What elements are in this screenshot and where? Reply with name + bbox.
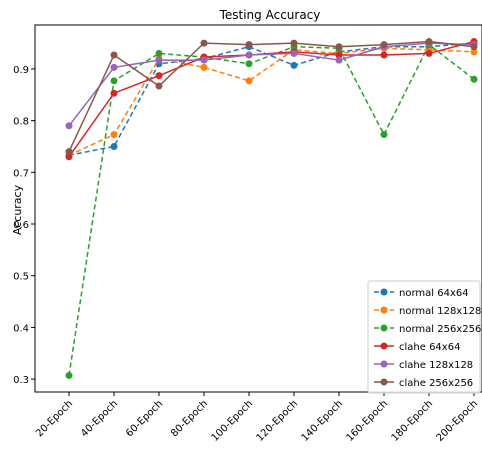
series-normal-64x64 — [65, 39, 478, 159]
data-point-normal-128x128 — [245, 77, 253, 85]
legend-box — [367, 280, 481, 394]
x-axis: 20-Epoch 40-Epoch 60-Epoch 80-Epoch 100-Epoc… — [34, 392, 480, 444]
x-tick-label: 20-Epoch — [34, 398, 75, 439]
y-tick-label: 0.5 — [13, 272, 29, 283]
data-point-clahe-128x128 — [335, 56, 343, 64]
y-tick-label: 0.9 — [13, 65, 29, 76]
series-line-clahe-64x64 — [68, 40, 475, 158]
data-point-normal-256x256 — [245, 60, 253, 68]
x-tick-label: 100-Epoch — [210, 398, 255, 443]
data-point-normal-128x128 — [470, 48, 478, 56]
data-point-clahe-256x256 — [200, 39, 208, 47]
x-tick-label: 140-Epoch — [300, 398, 345, 443]
legend-label: normal 256x256 — [399, 324, 481, 335]
data-point-normal-128x128 — [110, 131, 118, 139]
legend-label: clahe 128x128 — [399, 360, 473, 371]
data-point-normal-256x256 — [110, 77, 118, 85]
data-point-clahe-128x128 — [200, 56, 208, 64]
data-point-normal-256x256 — [380, 131, 388, 139]
y-tick-label: 0.3 — [13, 375, 29, 386]
data-point-clahe-128x128 — [245, 51, 253, 59]
y-tick-label: 0.6 — [13, 220, 29, 231]
legend: normal 64x64 normal 128x128 normal 256x256… — [367, 280, 481, 394]
data-point-clahe-256x256 — [425, 38, 433, 46]
series-line-clahe-256x256 — [68, 40, 475, 152]
series-line-normal-128x128 — [68, 47, 475, 156]
data-point-clahe-64x64 — [155, 72, 163, 80]
x-tick-label: 120-Epoch — [255, 398, 300, 443]
data-point-clahe-64x64 — [335, 51, 343, 59]
data-point-clahe-256x256 — [470, 43, 478, 51]
legend-marker-swatch — [380, 342, 388, 350]
legend-marker-swatch — [380, 360, 388, 368]
data-point-clahe-128x128 — [110, 63, 118, 71]
data-point-clahe-256x256 — [65, 148, 73, 156]
legend-marker-swatch — [380, 306, 388, 314]
data-point-clahe-64x64 — [110, 89, 118, 97]
y-tick-label: 0.7 — [13, 168, 29, 179]
data-point-normal-128x128 — [200, 63, 208, 71]
data-point-clahe-128x128 — [290, 49, 298, 57]
data-point-normal-256x256 — [155, 49, 163, 57]
legend-marker-swatch — [380, 324, 388, 332]
series-layer — [65, 38, 478, 379]
plot-frame — [34, 24, 482, 393]
legend-label: normal 128x128 — [399, 306, 481, 317]
data-point-clahe-128x128 — [65, 122, 73, 130]
series-line-normal-256x256 — [68, 43, 475, 376]
x-tick-label: 60-Epoch — [124, 398, 165, 439]
legend-label: normal 64x64 — [399, 288, 469, 299]
y-tick-label: 0.4 — [13, 323, 29, 334]
data-point-clahe-256x256 — [245, 41, 253, 49]
series-clahe-256x256 — [65, 38, 478, 156]
series-clahe-64x64 — [65, 38, 478, 161]
y-tick-label: 0.8 — [13, 117, 29, 128]
y-axis: 0.3 0.4 0.5 0.6 0.7 0.8 0.9 — [13, 65, 35, 386]
data-point-clahe-256x256 — [380, 41, 388, 49]
data-point-clahe-64x64 — [380, 51, 388, 59]
x-tick-label: 200-Epoch — [435, 398, 480, 443]
legend-marker-swatch — [380, 288, 388, 296]
legend-label: clahe 256x256 — [399, 378, 473, 389]
data-point-clahe-256x256 — [155, 82, 163, 90]
data-point-clahe-128x128 — [155, 56, 163, 64]
legend-marker-swatch — [380, 378, 388, 386]
x-tick-label: 40-Epoch — [79, 398, 120, 439]
y-axis-label: Accuracy — [11, 184, 24, 235]
x-tick-label: 80-Epoch — [169, 398, 210, 439]
x-tick-label: 180-Epoch — [390, 398, 435, 443]
chart-title: Testing Accuracy — [219, 8, 321, 22]
data-point-normal-256x256 — [470, 75, 478, 83]
legend-label: clahe 64x64 — [399, 342, 460, 353]
series-line-clahe-128x128 — [68, 42, 475, 127]
data-point-normal-256x256 — [65, 371, 73, 379]
data-point-clahe-64x64 — [425, 49, 433, 57]
series-normal-128x128 — [65, 44, 478, 159]
data-point-normal-64x64 — [290, 61, 298, 69]
series-line-normal-64x64 — [68, 42, 475, 156]
data-point-normal-64x64 — [110, 142, 118, 150]
data-point-clahe-256x256 — [290, 39, 298, 47]
data-point-clahe-256x256 — [335, 43, 343, 51]
data-point-clahe-64x64 — [65, 153, 73, 161]
x-tick-label: 160-Epoch — [345, 398, 390, 443]
data-point-clahe-256x256 — [110, 51, 118, 59]
